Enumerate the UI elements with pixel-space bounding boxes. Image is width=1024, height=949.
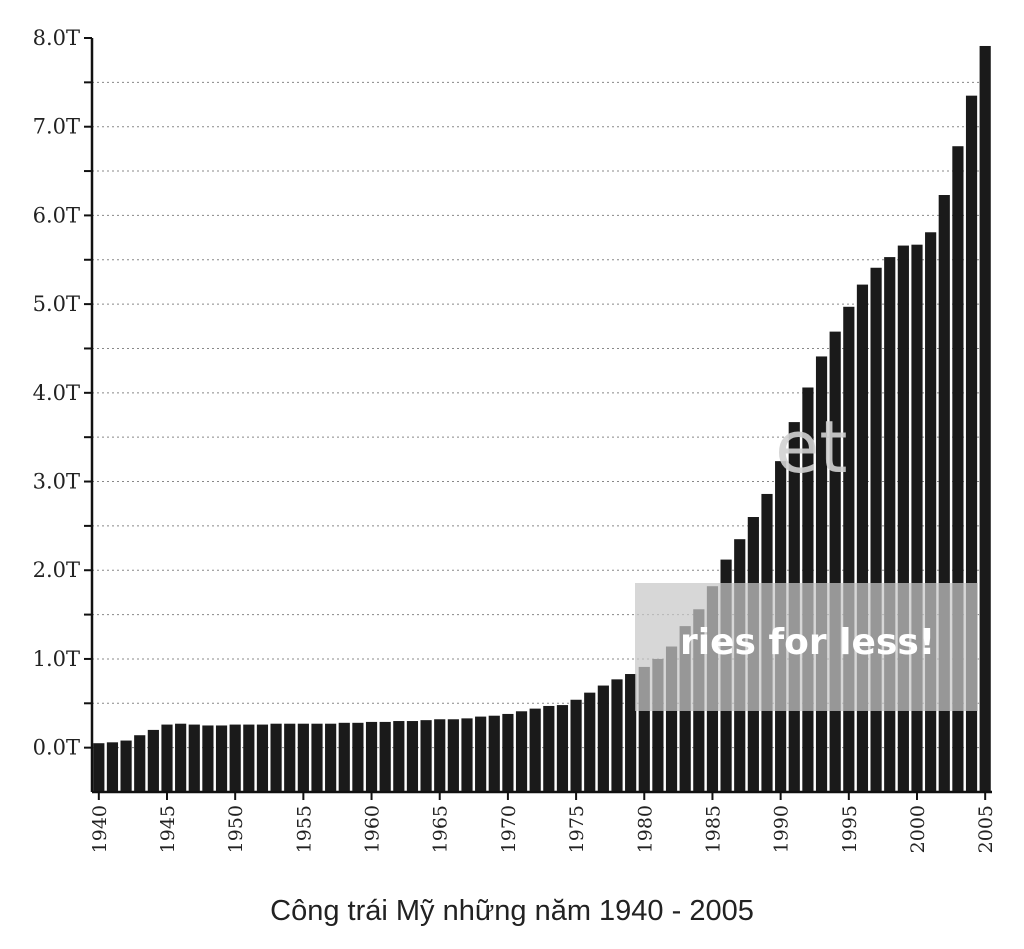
bar-1949 (215, 725, 228, 792)
bar-1952 (256, 724, 269, 792)
x-tick-label: 1975 (566, 805, 588, 853)
y-tick-label: 4.0T (33, 381, 80, 405)
y-tick-label: 3.0T (33, 470, 80, 494)
bar-1971 (515, 711, 528, 792)
bar-1961 (379, 721, 391, 792)
y-tick-label: 1.0T (33, 647, 80, 671)
y-tick-label: 5.0T (33, 292, 80, 316)
bar-1996 (856, 284, 869, 792)
bar-1995 (843, 306, 855, 792)
bar-1965 (434, 719, 446, 792)
bar-1994 (829, 331, 841, 792)
bar-1978 (611, 679, 623, 792)
bar-1975 (570, 699, 582, 792)
x-tick-label: 1955 (293, 805, 315, 853)
bar-1993 (815, 356, 828, 792)
bar-1947 (188, 724, 200, 792)
bar-1959 (352, 722, 364, 792)
bar-1940 (93, 743, 105, 792)
watermark-logo: et (775, 405, 848, 489)
bar-1953 (270, 723, 282, 792)
watermark-banner (635, 583, 978, 711)
x-tick-labels: 1940 1945 1950 1955 1960 1965 1970 1975 1980 1985… (89, 805, 997, 853)
bar-1951 (243, 724, 255, 792)
x-tick-label: 1945 (157, 805, 179, 853)
bar-1981 (652, 658, 664, 792)
bar-2004 (965, 95, 978, 792)
bar-1957 (325, 723, 337, 792)
bar-2001 (925, 232, 937, 792)
x-tick-label: 1980 (634, 805, 656, 853)
bar-1944 (147, 729, 159, 792)
bar-1977 (597, 685, 609, 792)
bar-1974 (556, 705, 569, 792)
bar-1998 (884, 257, 896, 793)
bar-1972 (529, 708, 541, 792)
bar-1980 (638, 666, 650, 792)
bar-2003 (952, 146, 964, 793)
debt-bar-chart: 8.0T 7.0T 6.0T 5.0T 4.0T 3.0T 2.0T 1.0T 0.0T 194… (33, 26, 998, 853)
bar-1958 (338, 722, 350, 792)
bar-1946 (175, 723, 187, 792)
axes (84, 37, 992, 800)
bar-1970 (502, 713, 514, 792)
bar-1976 (584, 692, 596, 792)
bar-2002 (938, 195, 950, 792)
bar-1960 (365, 721, 378, 792)
bar-1963 (406, 721, 419, 792)
y-tick-label: 0.0T (33, 736, 80, 760)
bar-1945 (161, 724, 173, 792)
bar-1962 (393, 721, 405, 792)
x-tick-label: 2005 (975, 805, 997, 853)
y-tick-label: 7.0T (33, 115, 80, 139)
x-tick-label: 1995 (839, 805, 861, 853)
y-tick-label: 2.0T (33, 558, 80, 582)
bar-1954 (284, 723, 296, 792)
bar-1956 (311, 723, 323, 792)
chart-caption: Công trái Mỹ những năm 1940 - 2005 (270, 895, 754, 927)
x-tick-label: 1960 (362, 805, 384, 853)
bar-2005 (979, 45, 991, 793)
y-tick-labels: 8.0T 7.0T 6.0T 5.0T 4.0T 3.0T 2.0T 1.0T 0.0T (33, 26, 80, 760)
bar-1999 (897, 245, 909, 792)
bar-1979 (625, 674, 637, 792)
bar-1955 (297, 723, 309, 792)
x-tick-label: 1965 (430, 805, 452, 853)
bar-1943 (134, 735, 146, 792)
bar-1967 (461, 718, 473, 792)
bar-1964 (420, 720, 432, 792)
x-tick-label: 1940 (89, 805, 111, 853)
bar-1982 (665, 646, 678, 792)
bar-2000 (911, 244, 923, 792)
x-tick-label: 1970 (498, 805, 520, 853)
x-tick-label: 1990 (771, 805, 793, 853)
bar-1997 (870, 267, 882, 792)
bar-1948 (202, 725, 214, 792)
x-tick-label: 1950 (225, 805, 247, 853)
y-tick-label: 8.0T (33, 26, 80, 50)
bar-1969 (488, 715, 500, 792)
x-tick-label: 2000 (907, 805, 929, 853)
bar-1973 (543, 705, 555, 792)
bar-1950 (229, 724, 241, 792)
bar-1942 (120, 740, 132, 792)
watermark-tagline: ries for less! (680, 622, 936, 663)
bar-1966 (447, 719, 459, 792)
bar-1941 (106, 742, 119, 792)
y-tick-label: 6.0T (33, 203, 80, 227)
x-tick-label: 1985 (703, 805, 725, 853)
gridlines (92, 81, 992, 749)
bar-1968 (475, 716, 487, 792)
